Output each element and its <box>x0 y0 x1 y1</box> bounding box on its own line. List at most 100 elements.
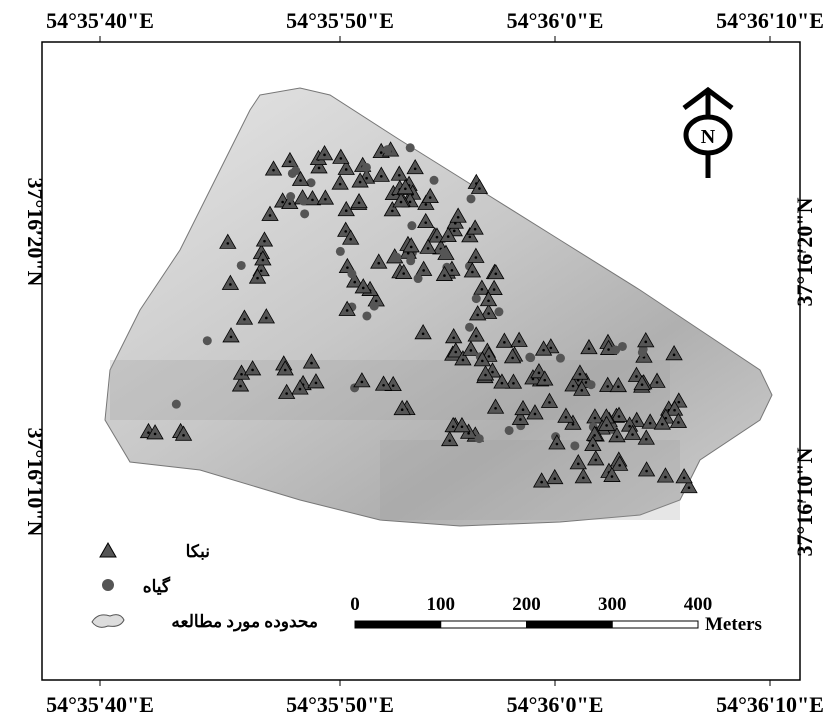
nebka-dot <box>543 379 546 382</box>
nebka-dot <box>353 281 356 284</box>
nebka-dot <box>494 407 497 410</box>
nebka-dot <box>339 183 342 186</box>
terrain-shade <box>380 440 680 520</box>
plant-point <box>472 294 481 303</box>
lon-label: 54°35'40"E <box>46 692 154 717</box>
plant-point <box>440 248 449 257</box>
plant-point <box>475 434 484 443</box>
plant-point <box>505 426 514 435</box>
nebka-dot <box>592 444 595 447</box>
plant-point <box>406 256 415 265</box>
nebka-dot <box>476 314 479 317</box>
lon-label: 54°35'50"E <box>286 8 394 33</box>
nebka-dot <box>491 371 494 374</box>
nebka-dot <box>452 337 455 340</box>
scale-label: 200 <box>512 594 541 615</box>
nebka-dot <box>457 216 460 219</box>
nebka-dot <box>511 357 514 360</box>
nebka-dot <box>340 157 343 160</box>
nebka-dot <box>461 425 464 428</box>
nebka-dot <box>310 362 313 365</box>
nebka-dot <box>488 355 491 358</box>
lon-label: 54°35'40"E <box>46 8 154 33</box>
nebka-dot <box>518 340 521 343</box>
nebka-dot <box>635 420 638 423</box>
nebka-dot <box>409 201 412 204</box>
legend-area <box>92 615 124 628</box>
nebka-dot <box>424 221 427 224</box>
nebka-dot <box>392 384 395 387</box>
nebka-dot <box>577 463 580 466</box>
nebka-dot <box>272 169 275 172</box>
nebka-dot <box>315 382 318 385</box>
nebka-dot <box>542 349 545 352</box>
nebka-dot <box>414 167 417 170</box>
nebka-dot <box>391 210 394 213</box>
nebka-dot <box>512 382 515 385</box>
legend-label: محدوده مورد مطالعه <box>171 612 318 632</box>
nebka-dot <box>154 433 157 436</box>
nebka-dot <box>582 477 585 480</box>
legend-label: نبکا <box>186 542 210 561</box>
nebka-dot <box>540 481 543 484</box>
nebka-dot <box>475 256 478 259</box>
plant-point <box>370 302 379 311</box>
nebka-dot <box>265 317 268 320</box>
nebka-dot <box>469 236 472 239</box>
lon-label: 54°36'0"E <box>507 692 604 717</box>
nebka-dot <box>470 349 473 352</box>
nebka-dot <box>230 336 233 339</box>
plant-point <box>430 176 439 185</box>
nebka-dot <box>481 360 484 363</box>
nebka-dot <box>494 272 497 275</box>
plant-point <box>467 194 476 203</box>
nebka-dot <box>260 269 263 272</box>
scale-label: 100 <box>427 594 456 615</box>
nebka-dot <box>400 201 403 204</box>
lon-label: 54°36'0"E <box>507 8 604 33</box>
nebka-dot <box>641 383 644 386</box>
nebka-dot <box>522 408 525 411</box>
nebka-dot <box>572 385 575 388</box>
nebka-dot <box>616 436 619 439</box>
nebka-dot <box>407 252 410 255</box>
plant-point <box>494 307 503 316</box>
nebka-dot <box>565 416 568 419</box>
nebka-dot <box>448 439 451 442</box>
nebka-dot <box>677 421 680 424</box>
plant-point <box>570 441 579 450</box>
scale-segment <box>355 621 441 628</box>
plant-point <box>414 274 423 283</box>
nebka-dot <box>402 272 405 275</box>
nebka-dot <box>382 384 385 387</box>
nebka-dot <box>401 408 404 411</box>
nebka-dot <box>227 242 230 245</box>
plant-point <box>172 400 181 409</box>
lon-label: 54°36'10"E <box>716 692 824 717</box>
nebka-dot <box>673 409 676 412</box>
nebka-dot <box>284 369 287 372</box>
nebka-dot <box>289 160 292 163</box>
nebka-dot <box>548 401 551 404</box>
nebka-dot <box>425 203 428 206</box>
nebka-dot <box>475 335 478 338</box>
nebka-dot <box>688 486 691 489</box>
nebka-dot <box>664 476 667 479</box>
scale-label: 300 <box>598 594 627 615</box>
plant-point <box>286 192 295 201</box>
nebka-dot <box>550 347 553 350</box>
nebka-dot <box>644 341 647 344</box>
plant-point <box>587 380 596 389</box>
nebka-dot <box>346 309 349 312</box>
nebka-dot <box>447 235 450 238</box>
lon-label: 54°36'10"E <box>716 8 824 33</box>
nebka-dot <box>605 424 608 427</box>
nebka-dot <box>324 198 327 201</box>
nebka-dot <box>594 459 597 462</box>
nebka-dot <box>593 434 596 437</box>
nebka-dot <box>645 470 648 473</box>
nebka-dot <box>345 168 348 171</box>
nebka-dot <box>422 269 425 272</box>
plant-point <box>638 348 647 357</box>
nebka-dot <box>617 385 620 388</box>
